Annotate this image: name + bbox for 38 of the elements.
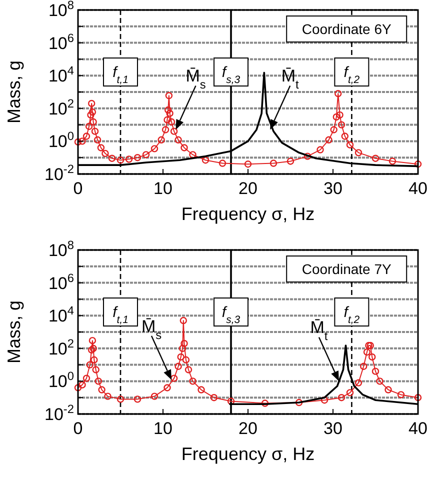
x-tick-label: 20 (238, 419, 258, 438)
y-tick-label: 10$^{2}$ (48, 96, 74, 118)
annotation: Coordinate 7Y (302, 261, 392, 277)
ref-line-label: f$_{t,1}$ (112, 64, 128, 86)
y-tick-label: 10$^{4}$ (48, 304, 74, 326)
x-tick-label: 40 (408, 419, 428, 438)
ref-line-label: f$_{t,2}$ (344, 304, 360, 326)
y-axis-title: Mass, g (4, 60, 24, 124)
annotation: M̄$_{s}$ (141, 316, 162, 342)
x-tick-label: 40 (408, 179, 428, 198)
y-tick-label: 10$^{8}$ (48, 238, 74, 260)
annotation: M̄$_{s}$ (186, 66, 206, 92)
x-tick-label: 10 (154, 179, 172, 198)
ref-line-label: f$_{s,3}$ (222, 304, 240, 326)
annotation: M̄$_{t}$ (310, 318, 328, 344)
x-tick-label: 0 (73, 419, 83, 438)
x-axis-title: Frequency σ, Hz (181, 204, 315, 224)
annotation: M̄$_{t}$ (281, 66, 300, 92)
x-tick-label: 30 (324, 179, 342, 198)
y-tick-label: 10$^{-2}$ (44, 402, 74, 424)
y-tick-label: 10$^{0}$ (48, 369, 74, 392)
x-tick-label: 20 (238, 179, 258, 198)
y-tick-label: 10$^{6}$ (48, 30, 74, 53)
x-tick-label: 0 (73, 179, 83, 198)
ref-line-label: f$_{s,3}$ (222, 64, 240, 86)
annotation: Coordinate 6Y (302, 21, 392, 37)
y-tick-label: 10$^{2}$ (48, 336, 74, 358)
x-tick-label: 10 (154, 419, 172, 438)
x-tick-label: 30 (324, 419, 342, 438)
y-tick-label: 10$^{8}$ (48, 0, 74, 20)
y-tick-label: 10$^{4}$ (48, 64, 74, 86)
y-tick-label: 10$^{0}$ (48, 129, 74, 152)
ref-line-label: f$_{t,2}$ (344, 64, 360, 86)
y-axis-title: Mass, g (4, 300, 24, 364)
x-axis-title: Frequency σ, Hz (181, 444, 315, 464)
ref-line-label: f$_{t,1}$ (112, 304, 128, 326)
y-tick-label: 10$^{-2}$ (44, 162, 74, 184)
y-tick-label: 10$^{6}$ (48, 270, 74, 293)
